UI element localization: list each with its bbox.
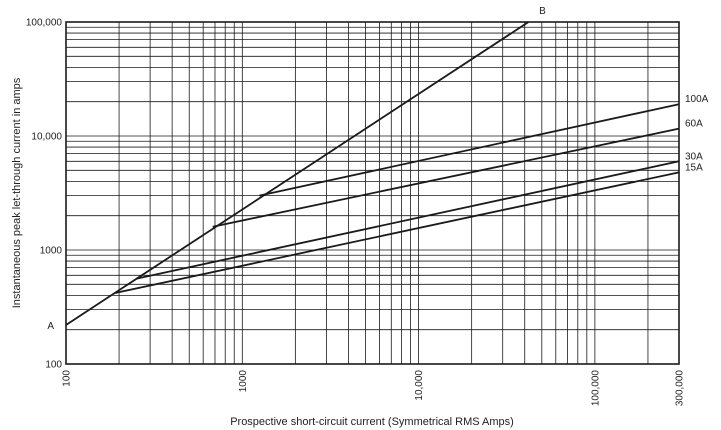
series-label: 100A <box>685 94 709 105</box>
y-tick-label: 100,000 <box>26 18 63 29</box>
series-lines <box>65 21 680 326</box>
series-label: 30A <box>685 151 703 162</box>
x-tick-label: 1000 <box>238 370 249 393</box>
x-tick-label: 100,000 <box>590 370 601 407</box>
x-tick-label: 10,000 <box>414 370 425 401</box>
series-label: 60A <box>685 119 703 130</box>
series-label: 15A <box>685 162 703 173</box>
series-line <box>135 160 680 280</box>
series-line <box>65 21 529 326</box>
x-axis-label: Prospective short-circuit current (Symme… <box>230 416 514 428</box>
annotation-label: A <box>47 321 54 332</box>
grid-lines <box>66 22 680 364</box>
y-tick-label: 100 <box>45 360 62 371</box>
x-tick-label: 300,000 <box>675 370 686 407</box>
y-tick-label: 1000 <box>40 246 63 257</box>
series-line <box>114 171 680 294</box>
x-tick-label: 100 <box>62 370 73 387</box>
annotation-label: B <box>539 6 546 17</box>
series-line <box>259 103 680 197</box>
chart-text: 100 1000 10,000 100,000 100 1000 10,000 100,000… <box>26 6 709 406</box>
series-line <box>212 127 680 228</box>
y-axis-label: Instantaneous peak let-through current i… <box>11 77 23 308</box>
y-tick-label: 10,000 <box>31 132 62 143</box>
plot-frame <box>65 21 680 365</box>
